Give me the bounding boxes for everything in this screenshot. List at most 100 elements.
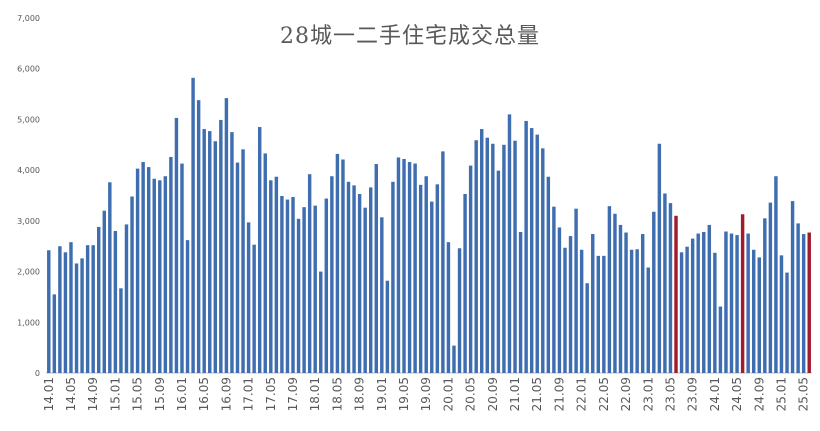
bar: [219, 119, 223, 373]
bar: [624, 232, 628, 373]
bar: [141, 162, 145, 373]
bar: [180, 163, 184, 373]
x-tick-label: 17.05: [264, 377, 278, 411]
bar: [446, 242, 451, 373]
x-tick-label: 20.01: [441, 377, 455, 411]
x-tick-label: 16.01: [175, 377, 189, 411]
x-tick-label: 19.01: [375, 377, 389, 411]
bar: [596, 255, 601, 373]
bar: [224, 98, 229, 373]
x-tick-label: 14.05: [64, 377, 78, 411]
bar: [91, 245, 95, 373]
bar: [119, 288, 123, 373]
bar: [424, 176, 428, 373]
bar: [418, 184, 423, 373]
bar: [124, 224, 129, 373]
bar: [529, 128, 534, 373]
bar: [146, 167, 151, 373]
x-tick-label: 20.05: [464, 377, 478, 411]
bar: [108, 182, 112, 373]
bar: [324, 198, 329, 373]
bar: [319, 271, 323, 373]
chart-title: 28城一二手住宅成交总量: [280, 24, 540, 49]
bar: [752, 249, 756, 373]
bar: [230, 132, 234, 373]
x-tick-label: 22.09: [619, 377, 633, 411]
bar: [441, 151, 445, 373]
bar: [363, 207, 367, 373]
x-tick-label: 23.09: [686, 377, 700, 411]
bar: [280, 196, 284, 373]
x-tick-label: 15.09: [153, 377, 167, 411]
bar: [480, 129, 484, 373]
x-tick-label: 18.05: [330, 377, 344, 411]
bar: [252, 244, 256, 373]
bar: [435, 184, 440, 373]
bar: [696, 233, 700, 373]
bar: [191, 77, 195, 373]
x-tick-label: 23.05: [663, 377, 677, 411]
bar: [724, 231, 728, 373]
bar: [246, 222, 251, 373]
x-tick-label: 15.05: [131, 377, 145, 411]
y-tick-label: 4,000: [17, 166, 40, 175]
x-tick-label: 16.05: [197, 377, 211, 411]
x-tick-label: 18.01: [308, 377, 322, 411]
x-tick-label: 17.01: [242, 377, 256, 411]
bar: [563, 247, 567, 373]
bar-highlight: [740, 214, 745, 373]
x-tick-label: 14.01: [42, 377, 56, 411]
bar: [241, 149, 245, 373]
bar: [413, 163, 417, 373]
y-tick-label: 7,000: [17, 14, 40, 23]
bar: [452, 345, 456, 373]
bar: [746, 233, 750, 373]
bar: [485, 137, 489, 373]
bar: [757, 257, 761, 373]
bar: [763, 218, 767, 373]
bar: [274, 176, 279, 373]
bar: [74, 263, 79, 373]
bar: [568, 236, 573, 373]
bar: [113, 231, 118, 373]
bar: [463, 193, 467, 373]
bar: [702, 232, 706, 373]
x-tick-label: 14.09: [86, 377, 100, 411]
bar: [202, 129, 206, 373]
bar: [213, 141, 218, 373]
bar: [63, 252, 68, 373]
bar: [69, 242, 73, 373]
bar: [269, 180, 273, 373]
bar: [208, 131, 212, 373]
bar: [357, 193, 362, 373]
x-tick-label: 21.01: [508, 377, 522, 411]
bar: [491, 143, 495, 373]
bar: [158, 180, 162, 373]
x-tick-label: 20.09: [486, 377, 500, 411]
bar: [507, 114, 512, 374]
bar: [613, 213, 617, 373]
bar: [307, 174, 312, 373]
x-tick-label: 16.09: [219, 377, 233, 411]
bar: [635, 249, 639, 373]
y-tick-label: 3,000: [17, 217, 40, 226]
x-tick-label: 18.09: [353, 377, 367, 411]
x-tick-label: 24.05: [730, 377, 744, 411]
bar: [663, 193, 667, 373]
bar: [152, 178, 156, 373]
bar: [341, 159, 345, 373]
y-tick-label: 0: [35, 369, 40, 378]
bar: [457, 248, 462, 373]
bar: [330, 176, 334, 373]
bar: [774, 176, 778, 373]
y-tick-label: 6,000: [17, 65, 40, 74]
bar: [235, 162, 240, 373]
bar: [402, 158, 406, 373]
bar: [801, 234, 806, 373]
bar: [302, 207, 306, 373]
x-tick-label: 19.05: [397, 377, 411, 411]
bar: [541, 148, 545, 373]
bar: [502, 144, 506, 373]
